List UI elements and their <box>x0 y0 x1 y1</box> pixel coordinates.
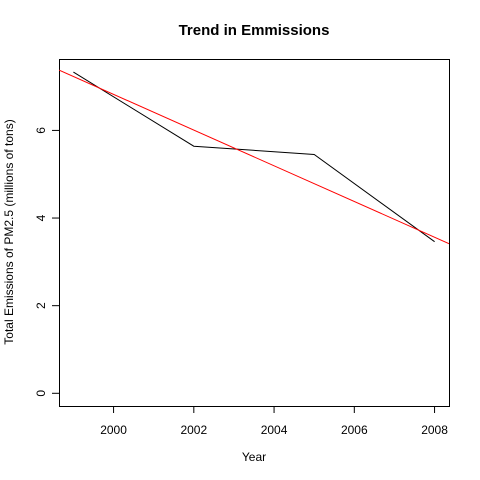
y-tick-label: 0 <box>34 390 48 397</box>
x-axis-label: Year <box>242 450 266 464</box>
x-tick-label: 2002 <box>180 423 207 437</box>
y-tick-label: 2 <box>34 302 48 309</box>
x-tick-label: 2008 <box>421 423 448 437</box>
y-tick-label: 6 <box>34 127 48 134</box>
series-line <box>73 71 435 243</box>
x-tick-label: 2000 <box>100 423 127 437</box>
y-axis-label: Total Emissions of PM2.5 (millions of to… <box>2 119 16 344</box>
y-tick-label: 4 <box>34 214 48 221</box>
plot-frame <box>59 59 450 407</box>
x-tick-label: 2004 <box>261 423 288 437</box>
x-tick-label: 2006 <box>341 423 368 437</box>
chart-title: Trend in Emmissions <box>179 22 330 39</box>
trend-line <box>59 69 449 245</box>
